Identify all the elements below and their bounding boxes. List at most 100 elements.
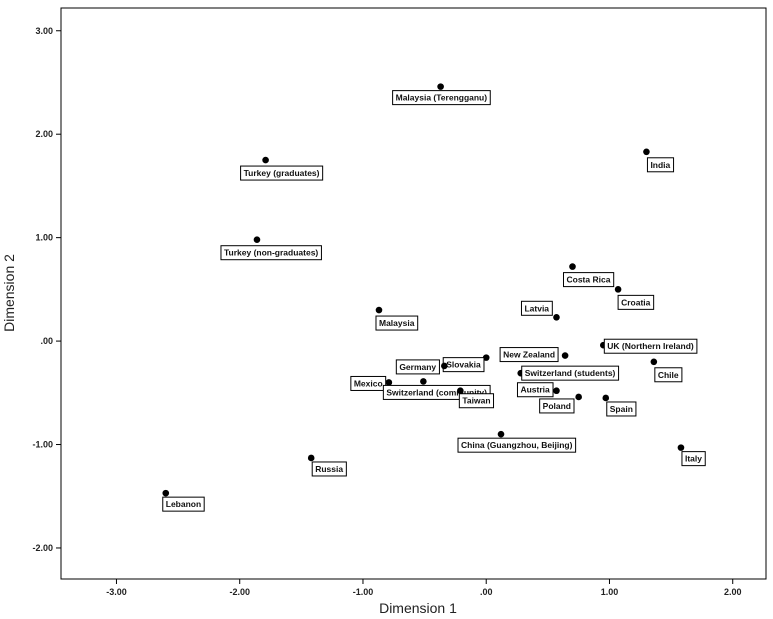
point-label: Costa Rica xyxy=(562,272,615,288)
point-label-box xyxy=(458,393,495,409)
x-tick-label: -1.00 xyxy=(353,587,374,597)
point-label-text: Croatia xyxy=(621,297,651,307)
point-label: UK (Northern Ireland) xyxy=(603,338,698,354)
point-label-text: Spain xyxy=(610,404,633,414)
point-label-box xyxy=(521,365,620,381)
point-label-box xyxy=(562,272,615,288)
point-label-text: Chile xyxy=(658,370,679,380)
point-label-box xyxy=(311,461,347,477)
data-point xyxy=(307,454,315,462)
x-axis-title: Dimension 1 xyxy=(379,600,457,616)
point-label-box xyxy=(516,382,554,398)
data-point xyxy=(677,444,685,451)
point-label-text: Latvia xyxy=(524,303,549,313)
point-label-text: Italy xyxy=(685,454,702,464)
point-label: Croatia xyxy=(617,294,655,310)
point-label-box xyxy=(520,300,553,316)
data-point xyxy=(561,352,569,359)
point-label: Mexico xyxy=(350,375,387,391)
x-tick-label: 2.00 xyxy=(724,587,742,597)
point-label-text: New Zealand xyxy=(503,350,555,360)
point-label: Austria xyxy=(516,382,554,398)
x-tick-label: .00 xyxy=(480,587,493,597)
y-tick-label: .00 xyxy=(40,336,53,346)
point-label-box xyxy=(162,496,205,512)
x-tick-label: -2.00 xyxy=(229,587,250,597)
point-label-text: Taiwan xyxy=(462,396,490,406)
point-label: Lebanon xyxy=(162,496,205,512)
point-label-text: China (Guangzhou, Beijing) xyxy=(461,440,573,450)
point-label: Malaysia (Terengganu) xyxy=(392,90,491,106)
data-point xyxy=(602,394,610,402)
data-point xyxy=(482,354,490,361)
point-label-box xyxy=(646,157,675,173)
point-label: Italy xyxy=(681,451,706,467)
data-point xyxy=(614,286,622,293)
y-tick-label: -1.00 xyxy=(32,440,53,450)
y-tick-label: 3.00 xyxy=(35,26,53,36)
point-label-box xyxy=(606,401,637,417)
point-label-box xyxy=(240,165,324,181)
y-tick-label: 2.00 xyxy=(35,129,53,139)
y-axis: -2.00 -1.00 .00 1.00 2.00 3.00 xyxy=(32,26,61,553)
data-point xyxy=(162,489,170,497)
point-label-box xyxy=(617,294,655,310)
y-tick-label: 1.00 xyxy=(35,233,53,243)
data-point xyxy=(553,313,560,321)
point-label-box xyxy=(220,245,322,261)
point-label-box xyxy=(395,359,440,375)
point-label-box xyxy=(654,367,683,383)
x-axis: -3.00 -2.00 -1.00 .00 1.00 2.00 xyxy=(106,579,741,597)
point-label-text: UK (Northern Ireland) xyxy=(607,341,694,351)
data-point xyxy=(262,156,269,164)
x-tick-label: 1.00 xyxy=(601,587,619,597)
point-label: China (Guangzhou, Beijing) xyxy=(457,437,577,453)
point-label: Russia xyxy=(311,461,347,477)
data-point xyxy=(253,236,261,244)
x-tick-label: -3.00 xyxy=(106,587,127,597)
data-point xyxy=(375,306,383,314)
point-label: Turkey (non-graduates) xyxy=(220,245,322,261)
point-label-box xyxy=(499,347,559,363)
data-point xyxy=(650,358,658,366)
point-label: Malaysia xyxy=(375,315,419,331)
y-axis-title: Dimension 2 xyxy=(1,254,17,332)
point-label-text: Mexico xyxy=(354,378,383,388)
data-point xyxy=(497,430,505,438)
point-label: New Zealand xyxy=(499,347,559,363)
point-label: Spain xyxy=(606,401,637,417)
point-label: Turkey (graduates) xyxy=(240,165,324,181)
point-label-text: Germany xyxy=(399,362,436,372)
data-point xyxy=(457,387,464,395)
point-label-text: India xyxy=(650,160,670,170)
point-label-box xyxy=(603,338,698,354)
point-label-text: Costa Rica xyxy=(566,275,610,285)
point-label: Slovakia xyxy=(442,357,485,373)
point-label: Germany xyxy=(395,359,440,375)
point-label-box xyxy=(457,437,577,453)
point-label: Chile xyxy=(654,367,683,383)
point-label-text: Turkey (non-graduates) xyxy=(224,248,318,258)
point-label-box xyxy=(681,451,706,467)
data-point xyxy=(437,83,444,90)
point-label-text: Austria xyxy=(520,385,550,395)
point-label-box xyxy=(539,398,575,414)
data-point xyxy=(420,378,427,385)
data-point xyxy=(441,362,448,370)
data-point xyxy=(643,148,650,156)
point-label-text: Lebanon xyxy=(166,499,201,509)
data-points: Malaysia (Terengganu) India Turkey (gradua… xyxy=(162,83,706,512)
point-label-text: Russia xyxy=(315,464,343,474)
data-point xyxy=(553,387,560,395)
point-label: Switzerland (students) xyxy=(521,365,620,381)
point-label-text: Poland xyxy=(543,401,571,411)
point-label: Taiwan xyxy=(458,393,495,409)
point-label-text: Turkey (graduates) xyxy=(244,168,320,178)
point-label: Poland xyxy=(539,398,575,414)
data-point xyxy=(385,379,393,386)
data-point xyxy=(575,393,582,401)
y-tick-label: -2.00 xyxy=(32,543,53,553)
point-label-box xyxy=(392,90,491,106)
point-label-text: Malaysia xyxy=(379,318,415,328)
